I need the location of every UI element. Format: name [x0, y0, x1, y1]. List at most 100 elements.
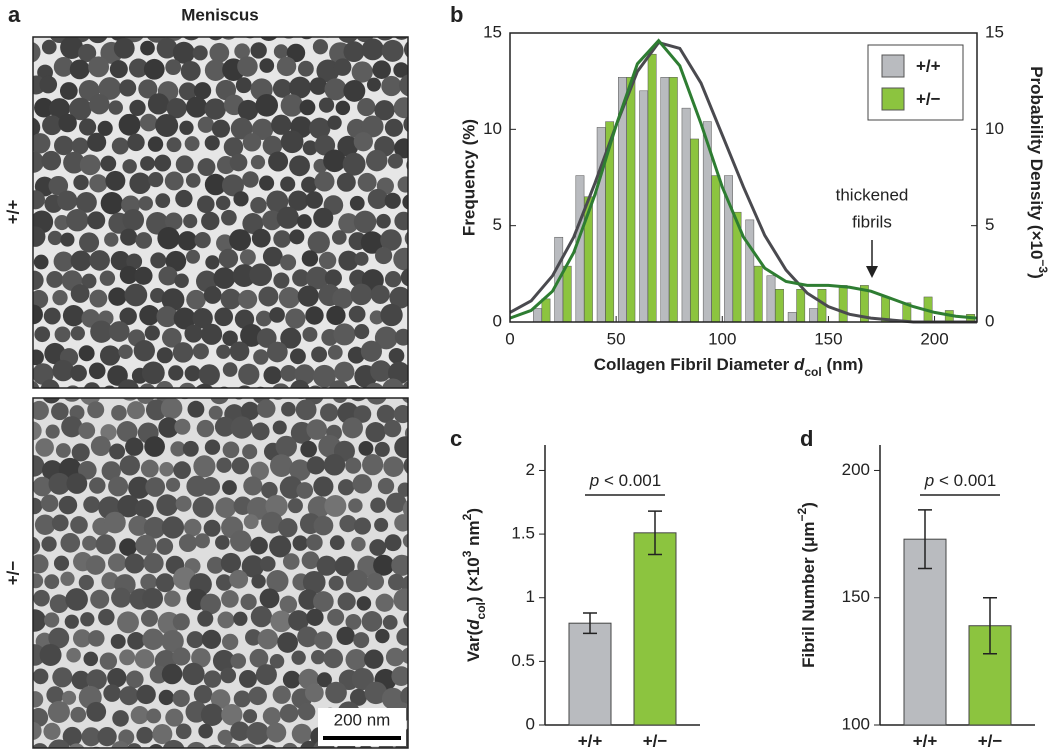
legend-swatch: [881, 54, 905, 78]
histogram-bar: [787, 312, 797, 323]
histogram-bar: [681, 107, 691, 323]
label-part: d: [464, 619, 483, 630]
error-bar: [583, 612, 597, 635]
y2-tick-label: 10: [985, 119, 1004, 138]
plot-frame: [509, 32, 978, 323]
label-part: Probability Density (×10: [1027, 66, 1046, 259]
fit-curve: [509, 40, 977, 324]
panel-label: a: [8, 2, 21, 27]
histogram-bar: [541, 298, 551, 323]
label-part: ) (×10: [464, 557, 483, 602]
label-part: col: [804, 365, 821, 379]
histogram-bar: [745, 219, 755, 323]
histogram-bar: [766, 275, 776, 323]
x-tick-label: 200: [920, 329, 948, 348]
label-part: d: [794, 355, 805, 374]
legend-label: +/+: [916, 56, 941, 75]
histogram-bar: [838, 285, 848, 323]
legend-swatch: [881, 87, 905, 111]
significance-label: p < 0.001: [589, 471, 661, 490]
histogram-bar: [753, 265, 763, 323]
label-part: Collagen Fibril Diameter: [594, 355, 794, 374]
annotation: thickened: [836, 185, 909, 204]
error-bar: [983, 596, 997, 655]
y-tick-label: 15: [483, 22, 502, 41]
histogram-bar: [562, 265, 572, 323]
histogram-bar: [796, 288, 806, 323]
y-tick-label: 1.5: [511, 524, 535, 543]
x-tick-label: +/+: [578, 731, 603, 750]
histogram-bar: [639, 90, 649, 323]
row-label: +/+: [3, 200, 22, 225]
y-tick-label: 0: [526, 714, 535, 733]
label-part: −2: [795, 507, 809, 521]
fit-curve: [509, 38, 978, 320]
annotation-arrowhead: [866, 266, 878, 278]
y-tick-label: 200: [842, 460, 870, 479]
x-tick-label: +/−: [978, 731, 1003, 750]
row-label: +/−: [3, 561, 22, 586]
y-tick-label: 1: [526, 587, 535, 606]
label-part: ): [799, 502, 818, 508]
y-tick-label: 0.5: [511, 651, 535, 670]
error-bar: [648, 510, 662, 556]
histogram-bar: [668, 77, 678, 323]
label-part: p: [589, 471, 599, 490]
image-frame: [32, 397, 409, 749]
y2-axis-label: Probability Density (×10−3): [1027, 66, 1050, 279]
significance-label: p < 0.001: [924, 471, 996, 490]
x-tick-label: 50: [607, 329, 626, 348]
legend-label: +/−: [916, 89, 941, 108]
panel-label: b: [450, 2, 463, 27]
label-part: < 0.001: [599, 471, 661, 490]
label-part: ): [464, 508, 483, 514]
label-part: (nm): [822, 355, 864, 374]
label-part: Fibril Number (μm: [799, 521, 818, 667]
histogram-bar: [575, 175, 585, 323]
label-part: 2: [460, 513, 474, 520]
y-tick-label: 150: [842, 587, 870, 606]
histogram-bar: [626, 77, 636, 323]
x-tick-label: +/+: [913, 731, 938, 750]
x-tick-label: 0: [505, 329, 514, 348]
y2-tick-label: 0: [985, 311, 994, 330]
histogram-bar: [647, 53, 657, 323]
histogram-bar: [711, 175, 721, 323]
histogram-bar: [809, 308, 818, 323]
panel-label: d: [800, 426, 813, 451]
label-part: −3: [1036, 259, 1050, 273]
bar: [633, 532, 677, 726]
label-part: col: [474, 602, 488, 619]
y-axis-label: Fibril Number (μm−2): [795, 502, 818, 668]
bar: [568, 622, 612, 726]
x-tick-label: 150: [814, 329, 842, 348]
bar: [903, 538, 947, 726]
x-tick-label: +/−: [643, 731, 668, 750]
y-tick-label: 100: [842, 714, 870, 733]
image-frame: [32, 36, 409, 389]
panel-label: c: [450, 426, 462, 451]
y-tick-label: 5: [493, 215, 502, 234]
y-tick-label: 0: [493, 311, 502, 330]
y-tick-label: 2: [526, 460, 535, 479]
label-part: Var(: [464, 630, 483, 662]
y2-tick-label: 15: [985, 22, 1004, 41]
annotation: fibrils: [852, 212, 892, 231]
label-part: < 0.001: [934, 471, 996, 490]
y-tick-label: 10: [483, 119, 502, 138]
scale-bar: 200 nm: [318, 708, 406, 746]
error-bar: [918, 509, 932, 570]
label-part: nm: [464, 520, 483, 550]
histogram-bar: [533, 308, 542, 323]
histogram-bar: [690, 138, 699, 323]
y-axis-label: Var(dcol) (×103 nm2): [460, 508, 488, 662]
y-axis-label: Frequency (%): [459, 119, 478, 236]
label-part: p: [924, 471, 934, 490]
histogram-bar: [775, 288, 784, 323]
micrograph: [33, 37, 408, 388]
scale-bar-label: 200 nm: [334, 710, 391, 729]
histogram-bar: [660, 77, 670, 323]
y2-tick-label: 5: [985, 215, 994, 234]
panel-title: Meniscus: [181, 5, 258, 24]
